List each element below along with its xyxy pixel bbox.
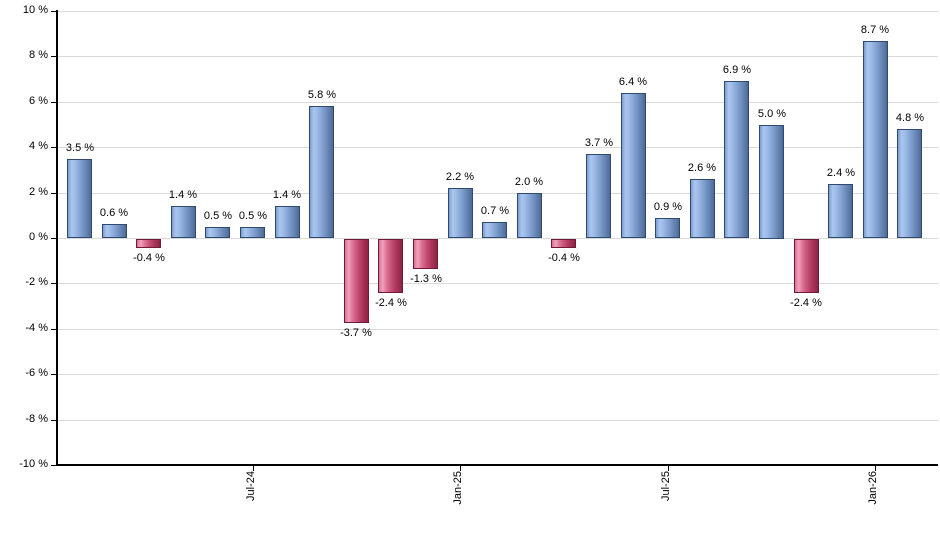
y-axis-line [56, 10, 58, 466]
positive-return-bar [482, 222, 507, 238]
positive-return-bar [621, 93, 646, 238]
bar-value-label: 2.6 % [687, 162, 717, 174]
bar-value-label: 0.5 % [238, 210, 268, 222]
y-axis-tick [51, 56, 57, 57]
gridline [57, 102, 938, 103]
bar-value-label: -0.4 % [133, 252, 165, 264]
positive-return-bar [67, 159, 92, 238]
gridline [57, 283, 938, 284]
x-axis-tick [668, 466, 669, 471]
positive-return-bar [655, 218, 680, 238]
y-tick-label: 0 % [29, 231, 48, 243]
gridline [57, 374, 938, 375]
bar-value-label: 5.8 % [307, 89, 337, 101]
bar-value-label: 1.4 % [168, 189, 198, 201]
positive-return-bar [171, 206, 196, 238]
y-axis-tick [51, 283, 57, 284]
x-tick-label: Jan-25 [452, 471, 464, 505]
bar-value-label: 6.9 % [722, 64, 752, 76]
y-axis-tick [51, 102, 57, 103]
bar-value-label: 2.0 % [514, 176, 544, 188]
negative-return-bar [344, 239, 369, 323]
y-tick-label: -10 % [19, 458, 48, 470]
negative-return-bar [378, 239, 403, 293]
y-tick-label: -6 % [25, 367, 48, 379]
x-tick-label: Jul-24 [245, 471, 257, 501]
x-axis-tick [460, 466, 461, 471]
y-axis-tick [51, 329, 57, 330]
positive-return-bar [897, 129, 922, 238]
y-axis-tick [51, 11, 57, 12]
y-axis-tick [51, 374, 57, 375]
bar-value-label: -2.4 % [375, 297, 407, 309]
positive-return-bar [586, 154, 611, 238]
negative-return-bar [136, 239, 161, 248]
bar-value-label: 6.4 % [618, 76, 648, 88]
x-axis-line [56, 464, 938, 466]
x-axis-tick [253, 466, 254, 471]
bar-value-label: 1.4 % [272, 189, 302, 201]
bar-value-label: -0.4 % [548, 252, 580, 264]
negative-return-bar [413, 239, 438, 269]
bar-value-label: -1.3 % [410, 273, 442, 285]
y-axis-tick [51, 147, 57, 148]
positive-return-bar [759, 125, 784, 239]
bar-value-label: 5.0 % [757, 108, 787, 120]
bar-value-label: 0.6 % [99, 207, 129, 219]
positive-return-bar [863, 41, 888, 238]
bar-value-label: 3.7 % [584, 137, 614, 149]
positive-return-bar [448, 188, 473, 238]
bar-value-label: 0.9 % [653, 201, 683, 213]
x-tick-label: Jul-25 [660, 471, 672, 501]
positive-return-bar [205, 227, 230, 238]
y-tick-label: 4 % [29, 140, 48, 152]
positive-return-bar [309, 106, 334, 238]
positive-return-bar [690, 179, 715, 238]
bar-value-label: 0.5 % [203, 210, 233, 222]
y-axis-tick [51, 193, 57, 194]
y-tick-label: 2 % [29, 186, 48, 198]
gridline [57, 56, 938, 57]
y-tick-label: -2 % [25, 276, 48, 288]
bar-value-label: -2.4 % [790, 297, 822, 309]
y-axis-tick [51, 465, 57, 466]
bar-value-label: 2.2 % [445, 171, 475, 183]
y-axis-tick [51, 420, 57, 421]
x-tick-label: Jan-26 [867, 471, 879, 505]
gridline [57, 147, 938, 148]
bar-value-label: -3.7 % [340, 327, 372, 339]
gridline [57, 238, 938, 239]
y-tick-label: 8 % [29, 49, 48, 61]
negative-return-bar [794, 239, 819, 293]
y-axis-tick [51, 238, 57, 239]
gridline [57, 193, 938, 194]
bar-value-label: 2.4 % [826, 167, 856, 179]
positive-return-bar [724, 81, 749, 238]
y-tick-label: -8 % [25, 413, 48, 425]
x-axis-tick [875, 466, 876, 471]
positive-return-bar [240, 227, 265, 238]
y-tick-label: 6 % [29, 95, 48, 107]
bar-value-label: 3.5 % [65, 142, 95, 154]
bar-value-label: 8.7 % [860, 24, 890, 36]
gridline [57, 11, 938, 12]
gridline [57, 420, 938, 421]
positive-return-bar [275, 206, 300, 238]
bar-value-label: 4.8 % [895, 112, 925, 124]
gridline [57, 329, 938, 330]
positive-return-bar [102, 224, 127, 238]
negative-return-bar [551, 239, 576, 248]
y-tick-label: -4 % [25, 322, 48, 334]
positive-return-bar [828, 184, 853, 238]
bar-value-label: 0.7 % [480, 205, 510, 217]
y-tick-label: 10 % [22, 4, 48, 16]
positive-return-bar [517, 193, 542, 238]
